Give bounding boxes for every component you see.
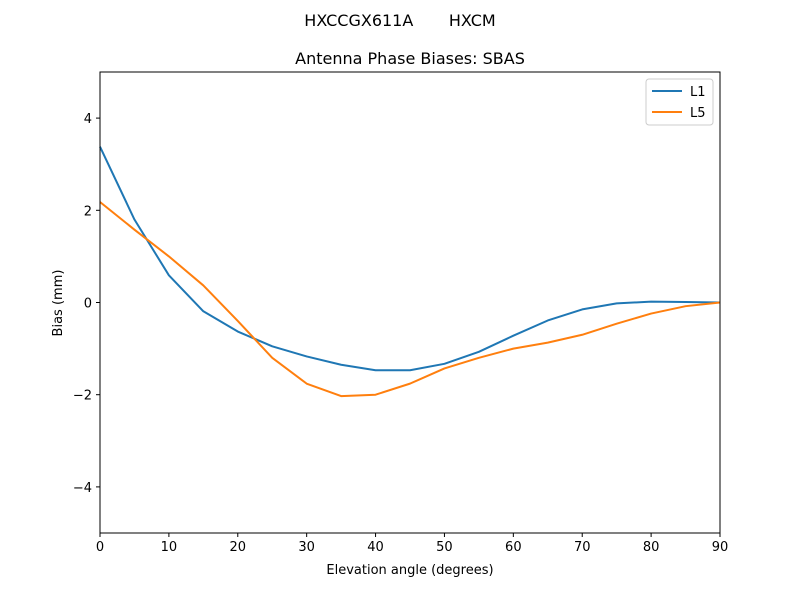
y-tick-label: 0 xyxy=(84,297,92,312)
x-tick-label: 80 xyxy=(643,540,660,555)
x-tick-label: 30 xyxy=(298,540,315,555)
x-tick-label: 70 xyxy=(574,540,591,555)
series-line-L5 xyxy=(99,201,721,398)
x-tick-label: 10 xyxy=(161,540,178,555)
y-tick-label: 4 xyxy=(84,112,92,127)
x-tick-label: 20 xyxy=(230,540,247,555)
x-tick-label: 0 xyxy=(96,540,104,555)
y-tick-label: −4 xyxy=(73,481,92,496)
legend-label-L1: L1 xyxy=(690,85,706,100)
x-tick-label: 40 xyxy=(367,540,384,555)
y-tick-label: −2 xyxy=(73,389,92,404)
y-tick-label: 2 xyxy=(84,204,92,219)
y-axis-label: Bias (mm) xyxy=(51,270,66,337)
x-tick-label: 50 xyxy=(436,540,453,555)
series-line-L1 xyxy=(99,146,721,372)
x-tick-label: 90 xyxy=(712,540,729,555)
legend-label-L5: L5 xyxy=(690,106,706,121)
x-axis-label: Elevation angle (degrees) xyxy=(326,563,493,578)
x-tick-label: 60 xyxy=(505,540,522,555)
chart-title: Antenna Phase Biases: SBAS xyxy=(295,49,525,68)
chart-suptitle: HXCCGX611A HXCM xyxy=(304,11,495,30)
